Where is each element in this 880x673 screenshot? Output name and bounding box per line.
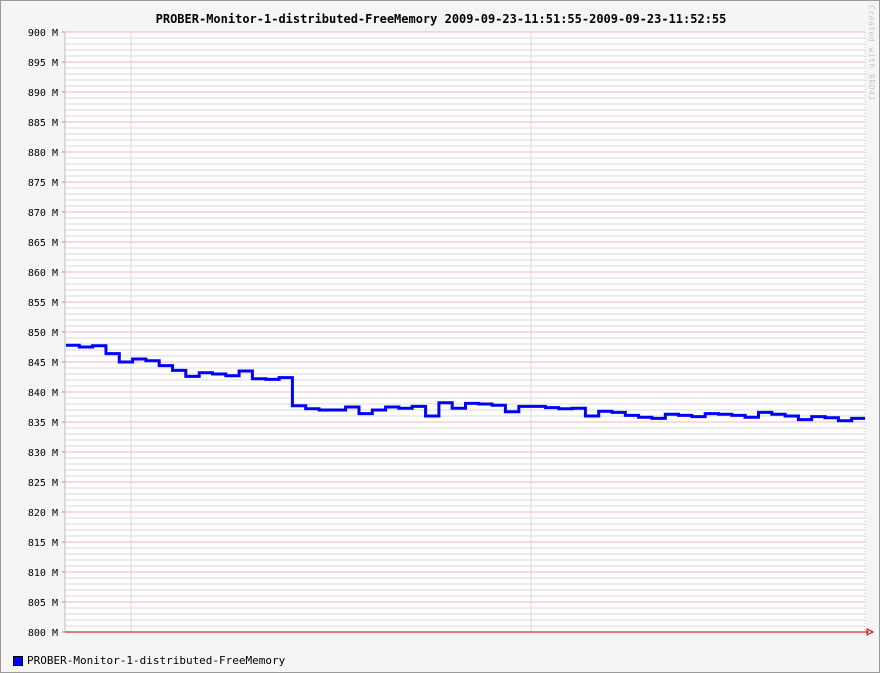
y-tick-label: 800 M: [28, 628, 58, 639]
y-tick-label: 845 M: [28, 358, 58, 369]
y-tick-label: 850 M: [28, 328, 58, 339]
y-tick-label: 855 M: [28, 298, 58, 309]
y-tick-label: 805 M: [28, 598, 58, 609]
legend-label: PROBER-Monitor-1-distributed-FreeMemory: [27, 654, 286, 667]
y-tick-label: 835 M: [28, 418, 58, 429]
y-tick-label: 890 M: [28, 88, 58, 99]
y-tick-label: 865 M: [28, 238, 58, 249]
chart-title: PROBER-Monitor-1-distributed-FreeMemory …: [155, 12, 727, 26]
legend: PROBER-Monitor-1-distributed-FreeMemory: [13, 654, 285, 667]
y-tick-label: 810 M: [28, 568, 58, 579]
y-tick-label: 880 M: [28, 148, 58, 159]
y-tick-label: 885 M: [28, 118, 58, 129]
y-tick-label: 860 M: [28, 268, 58, 279]
x-axis-arrow: [866, 628, 875, 636]
y-tick-label: 870 M: [28, 208, 58, 219]
series-line: [66, 343, 865, 423]
y-tick-label: 830 M: [28, 448, 58, 459]
y-tick-label: 815 M: [28, 538, 58, 549]
y-tick-label: 895 M: [28, 58, 58, 69]
watermark: Created with RRD4J: [867, 5, 876, 101]
legend-swatch: [13, 655, 23, 666]
y-tick-label: 820 M: [28, 508, 58, 519]
y-tick-label: 875 M: [28, 178, 58, 189]
y-tick-label: 840 M: [28, 388, 58, 399]
y-tick-label: 825 M: [28, 478, 58, 489]
y-tick-label: 900 M: [28, 28, 58, 39]
